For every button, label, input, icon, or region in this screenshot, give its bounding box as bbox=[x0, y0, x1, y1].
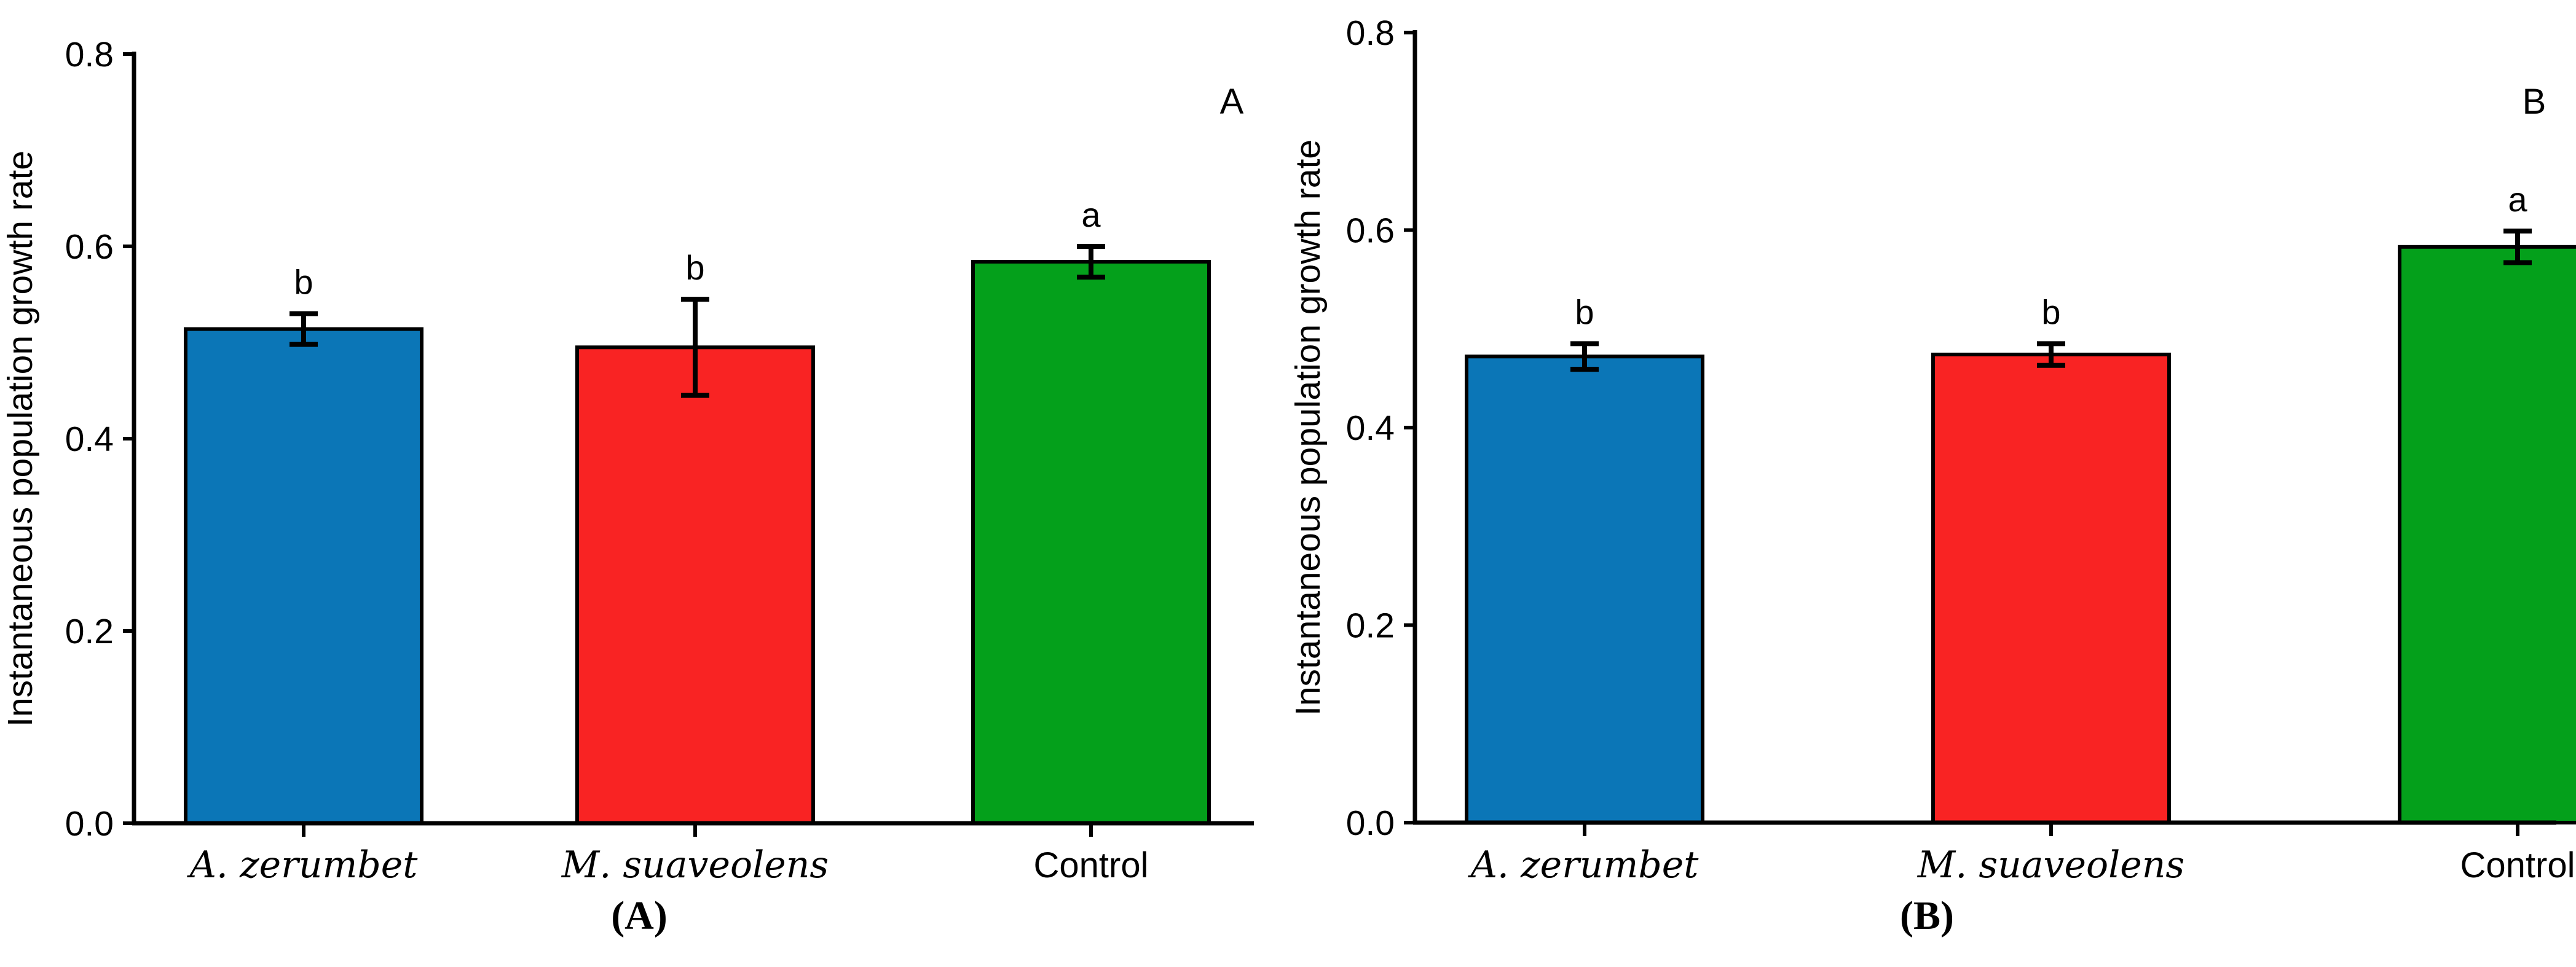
y-tick-label-a-0.6: 0.6 bbox=[65, 227, 114, 267]
sig-letter-b-control: a bbox=[2508, 180, 2527, 219]
sig-letter-b-a-zerumbet: b bbox=[1575, 292, 1594, 331]
chart-panel-b: 0.0 0.2 0.4 0.6 0.8 A. zerumbet M. suaveolens C… bbox=[1288, 14, 2576, 938]
x-category-label-a-m-suaveolens: M. suaveolens bbox=[561, 844, 829, 887]
y-tick-label-b-0.8: 0.8 bbox=[1346, 14, 1395, 53]
y-tick-label-b-0.2: 0.2 bbox=[1346, 606, 1395, 646]
x-category-label-a-control: Control bbox=[1034, 845, 1149, 885]
bar-a-m-suaveolens bbox=[575, 345, 815, 825]
y-axis-label-b: Instantaneous population growth rate bbox=[1288, 139, 1328, 716]
sig-letter-a-control: a bbox=[1081, 195, 1101, 234]
panel-a: 0.0 0.2 0.4 0.6 0.8 A. zerumbet M. suaveolens C… bbox=[1, 35, 1254, 938]
sig-letter-b-m-suaveolens: b bbox=[2041, 292, 2060, 331]
y-tick-label-a-0.4: 0.4 bbox=[65, 420, 114, 459]
bar-b-m-suaveolens bbox=[1931, 353, 2171, 824]
sig-letter-a-m-suaveolens: b bbox=[685, 248, 704, 287]
y-tick-label-b-0.4: 0.4 bbox=[1346, 409, 1395, 448]
chart-panel-a: 0.0 0.2 0.4 0.6 0.8 A. zerumbet M. suaveolens C… bbox=[1, 35, 1254, 938]
bar-a-a-zerumbet bbox=[184, 327, 423, 825]
y-tick-label-b-0.0: 0.0 bbox=[1346, 804, 1395, 843]
y-tick-label-a-0.0: 0.0 bbox=[65, 804, 114, 844]
panel-letter-b: B bbox=[2523, 82, 2546, 122]
x-category-label-b-m-suaveolens: M. suaveolens bbox=[1917, 844, 2184, 887]
bar-b-a-zerumbet bbox=[1465, 354, 1704, 824]
y-tick-label-b-0.6: 0.6 bbox=[1346, 211, 1395, 251]
caption-a: (A) bbox=[611, 893, 668, 938]
y-axis-label-a: Instantaneous population growth rate bbox=[1, 151, 40, 727]
panel-letter-a: A bbox=[1220, 82, 1244, 122]
y-tick-label-a-0.8: 0.8 bbox=[65, 35, 114, 74]
bar-a-control bbox=[971, 260, 1211, 826]
panel-b: 0.0 0.2 0.4 0.6 0.8 A. zerumbet M. suaveolens C… bbox=[1288, 0, 2576, 967]
bar-b-control bbox=[2398, 245, 2576, 824]
sig-letter-a-a-zerumbet: b bbox=[294, 263, 313, 302]
caption-b: (B) bbox=[1900, 893, 1954, 938]
x-category-label-a-a-zerumbet: A. zerumbet bbox=[187, 844, 419, 887]
y-tick-label-a-0.2: 0.2 bbox=[65, 612, 114, 651]
x-category-label-b-a-zerumbet: A. zerumbet bbox=[1468, 844, 1700, 887]
x-category-label-b-control: Control bbox=[2460, 845, 2575, 885]
